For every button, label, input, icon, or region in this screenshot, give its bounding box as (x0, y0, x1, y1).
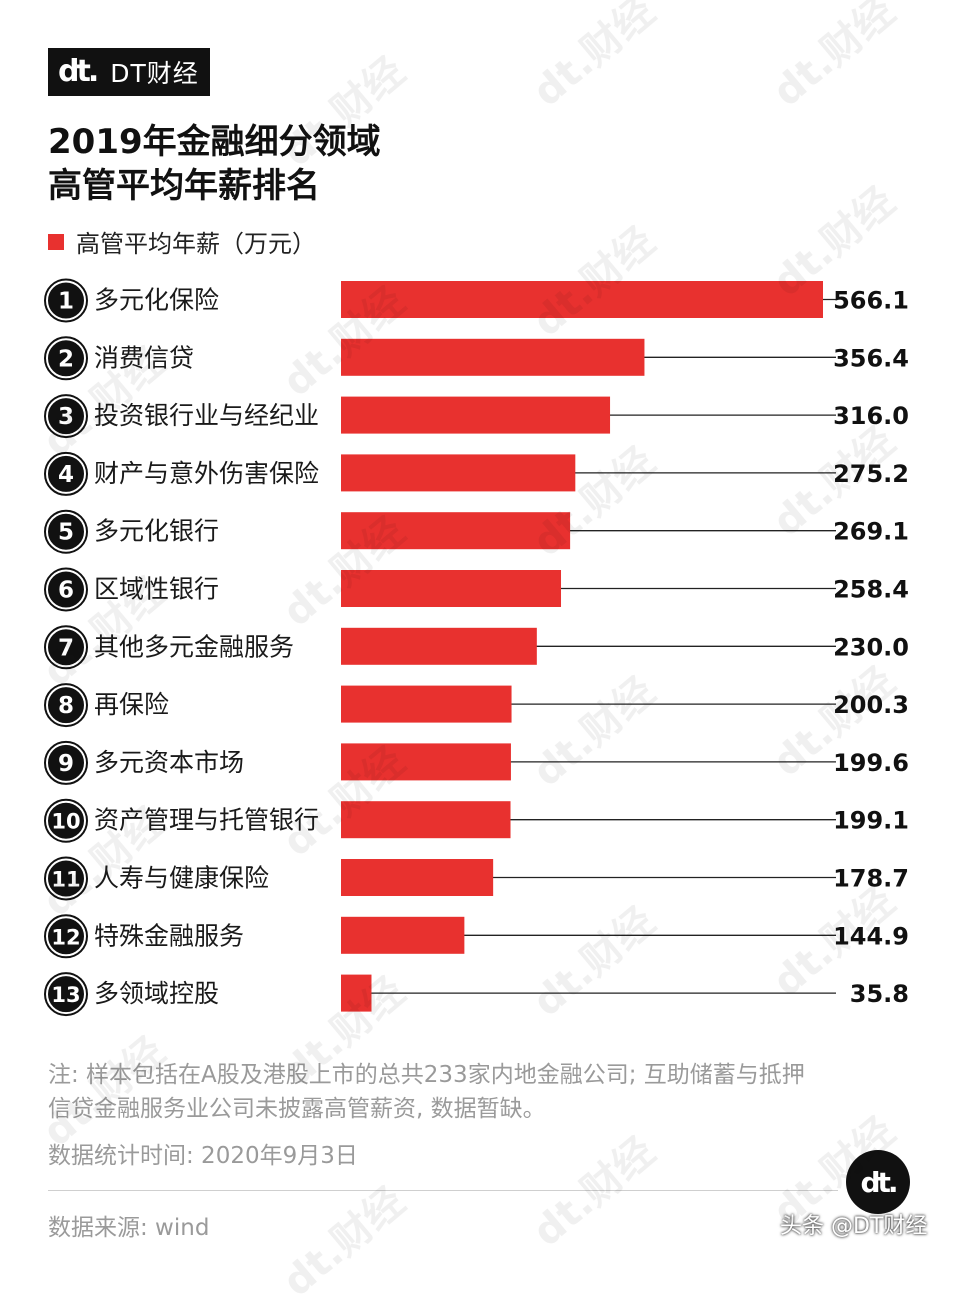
value-label: 258.4 (833, 576, 909, 604)
value-label: 200.3 (833, 691, 909, 719)
category-label: 消费信贷 (94, 343, 194, 372)
category-label: 投资银行业与经纪业 (94, 401, 319, 430)
rank-badge-icon: 6 (44, 567, 88, 612)
bar-row: 6 区域性银行 258.4 (44, 567, 918, 612)
rank-badge-icon: 7 (44, 625, 88, 670)
rank-number: 2 (58, 346, 74, 372)
data-source: 数据来源: wind (48, 1215, 210, 1241)
divider (48, 1190, 838, 1191)
bar (341, 974, 372, 1012)
value-label: 230.0 (833, 633, 909, 661)
bar-chart: 1 多元化保险 566.1 2 消费信贷 356.4 3 投资银行业与经纪业 316.0 4 财产与… (44, 278, 918, 1017)
rank-badge-icon: 8 (44, 683, 88, 728)
bar (341, 281, 823, 318)
bar-row: 5 多元化银行 269.1 (44, 509, 918, 554)
rank-badge-icon: 3 (44, 394, 88, 439)
value-label: 316.0 (833, 402, 909, 430)
bar-row: 13 多领域控股 35.8 (44, 972, 918, 1017)
bar-row: 3 投资银行业与经纪业 316.0 (44, 394, 918, 439)
bar (341, 801, 511, 839)
bar (341, 570, 562, 607)
value-label: 566.1 (833, 287, 909, 315)
bar-row: 2 消费信贷 356.4 (44, 336, 918, 381)
rank-badge-icon: 4 (44, 451, 88, 496)
value-label: 199.1 (833, 807, 909, 835)
value-label: 356.4 (833, 344, 909, 372)
rank-number: 6 (58, 578, 74, 604)
rank-number: 4 (58, 462, 74, 488)
rank-number: 8 (58, 693, 74, 719)
bar-row: 10 资产管理与托管银行 199.1 (44, 798, 918, 843)
rank-number: 3 (58, 404, 74, 430)
category-label: 财产与意外伤害保险 (94, 459, 319, 488)
footnote: 注: 样本包括在A股及港股上市的总共233家内地金融公司; 互助储蓄与抵押 信贷… (48, 1058, 928, 1126)
rank-number: 13 (51, 983, 80, 1007)
category-label: 多元化保险 (94, 286, 219, 315)
chart-title: 2019年金融细分领域 高管平均年薪排名 (48, 120, 548, 208)
brand-badge: dt. DT财经 (48, 48, 210, 96)
bar (341, 627, 537, 665)
bar-row: 11 人寿与健康保险 178.7 (44, 856, 918, 901)
value-label: 144.9 (833, 922, 909, 950)
bar-row: 1 多元化保险 566.1 (44, 278, 918, 323)
rank-number: 9 (58, 751, 74, 777)
footnote-line2: 信贷金融服务业公司未披露高管薪资, 数据暂缺。 (48, 1096, 546, 1122)
bar-row: 12 特殊金融服务 144.9 (44, 914, 918, 959)
bar (341, 685, 512, 723)
bar-row: 9 多元资本市场 199.6 (44, 740, 918, 785)
legend-swatch (48, 233, 64, 250)
category-label: 特殊金融服务 (94, 921, 244, 950)
bar (341, 396, 611, 434)
bar-row: 8 再保险 200.3 (44, 683, 918, 728)
bar (341, 512, 571, 550)
bar-row: 7 其他多元金融服务 230.0 (44, 625, 918, 670)
bar-row: 4 财产与意外伤害保险 275.2 (44, 451, 918, 496)
footnote-line1: 注: 样本包括在A股及港股上市的总共233家内地金融公司; 互助储蓄与抵押 (48, 1062, 805, 1088)
legend: 高管平均年薪（万元） (48, 224, 316, 259)
rank-badge-icon: 9 (44, 740, 88, 785)
value-label: 199.6 (833, 749, 909, 777)
category-label: 其他多元金融服务 (94, 632, 294, 661)
rank-badge-icon: 12 (44, 914, 88, 959)
brand-name: DT财经 (110, 59, 199, 88)
rank-number: 11 (51, 868, 80, 892)
bar (341, 916, 465, 954)
rank-badge-icon: 13 (44, 972, 88, 1017)
rank-badge-icon: 10 (44, 798, 88, 843)
category-label: 区域性银行 (94, 575, 219, 604)
category-label: 资产管理与托管银行 (94, 806, 319, 835)
bar (341, 454, 576, 492)
rank-number: 7 (58, 635, 74, 661)
rank-number: 10 (51, 810, 80, 834)
value-label: 178.7 (833, 865, 909, 893)
platform-watermark: 头条 @DT财经 (780, 1214, 928, 1239)
dt-logo-icon: dt. (58, 54, 99, 89)
category-label: 多领域控股 (94, 979, 219, 1008)
watermark-text: dt.财经 (524, 1128, 664, 1256)
rank-badge-icon: 5 (44, 509, 88, 554)
bar (341, 859, 494, 896)
value-label: 275.2 (833, 460, 909, 488)
rank-badge-icon: 1 (44, 278, 88, 323)
watermark-text: dt.财经 (274, 1178, 414, 1306)
chart-title-line1: 2019年金融细分领域 (48, 122, 381, 162)
bar (341, 743, 511, 781)
rank-number: 12 (51, 925, 80, 949)
category-label: 多元资本市场 (94, 748, 244, 777)
value-label: 269.1 (833, 518, 909, 546)
category-label: 多元化银行 (94, 517, 219, 546)
chart-title-line2: 高管平均年薪排名 (48, 166, 320, 206)
rank-badge-icon: 2 (44, 336, 88, 381)
legend-label: 高管平均年薪（万元） (76, 230, 316, 258)
data-date: 数据统计时间: 2020年9月3日 (48, 1143, 358, 1169)
rank-badge-icon: 11 (44, 856, 88, 901)
rank-number: 1 (58, 289, 74, 315)
category-label: 再保险 (94, 690, 169, 719)
value-label: 35.8 (850, 980, 909, 1008)
rank-number: 5 (58, 520, 74, 546)
corner-logo-icon: dt. (846, 1150, 910, 1214)
category-label: 人寿与健康保险 (94, 864, 269, 893)
bar (341, 338, 645, 376)
